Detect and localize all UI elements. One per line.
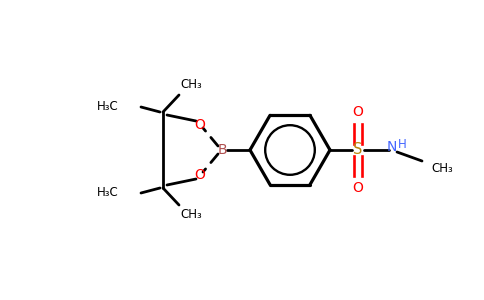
Text: O: O [195,168,205,182]
Text: CH₃: CH₃ [180,208,202,221]
Text: H₃C: H₃C [97,187,119,200]
Text: H: H [398,137,407,151]
Text: CH₃: CH₃ [431,163,453,176]
Text: O: O [195,118,205,132]
Text: H₃C: H₃C [97,100,119,113]
Text: CH₃: CH₃ [180,79,202,92]
Text: O: O [352,105,363,119]
Text: O: O [352,181,363,195]
Text: B: B [217,143,227,157]
Text: S: S [353,142,363,158]
Text: N: N [387,140,397,154]
